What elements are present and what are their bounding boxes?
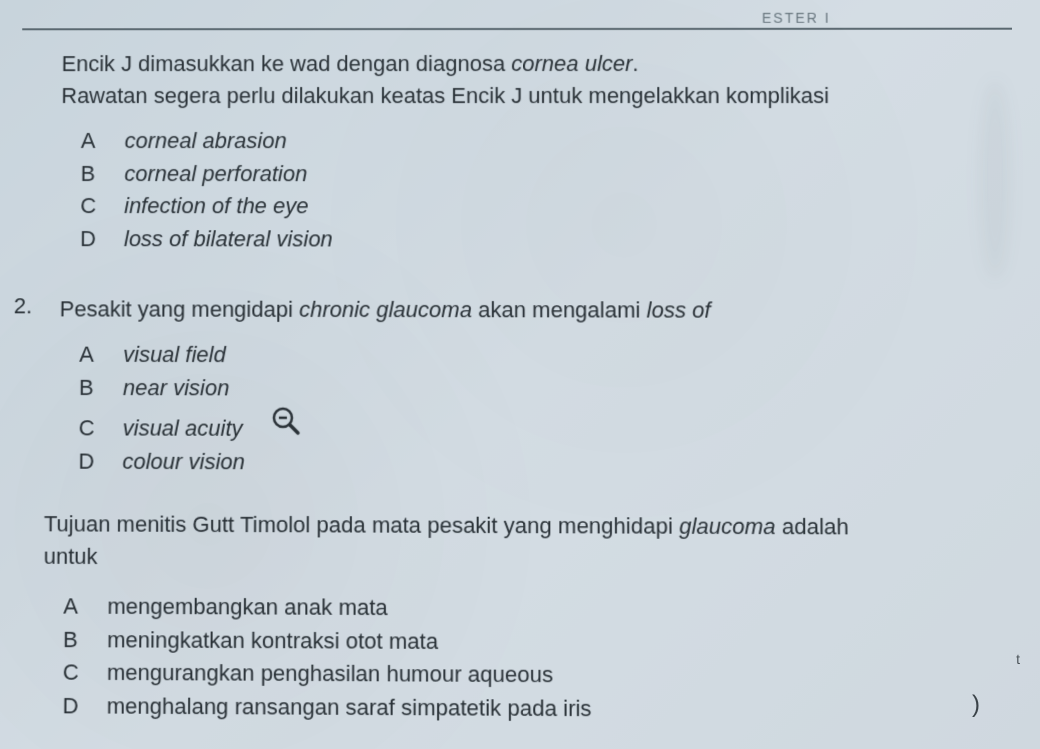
q3-option-a: A mengembangkan anak mata <box>63 591 1017 627</box>
option-text: corneal abrasion <box>125 126 287 157</box>
q2-italic1: chronic glaucoma <box>299 297 472 323</box>
q2-mid: akan mengalami <box>472 297 647 323</box>
magnifier-minus-icon <box>271 406 301 445</box>
option-letter: B <box>80 159 124 190</box>
q3-option-c: C mengurangkan penghasilan humour aqueou… <box>63 658 1018 694</box>
option-text: near vision <box>123 373 230 404</box>
header-rule <box>22 28 1012 31</box>
q1-line1-pre: Encik J dimasukkan ke wad dengan diagnos… <box>61 51 511 76</box>
option-text: menghalang ransangan saraf simpatetik pa… <box>107 691 592 725</box>
option-letter: B <box>79 372 123 403</box>
option-letter: C <box>63 658 107 690</box>
q3-pre: Tujuan menitis Gutt Timolol pada mata pe… <box>44 511 679 539</box>
option-text: visual acuity <box>123 414 243 445</box>
question-2: 2. Pesakit yang mengidapi chronic glauco… <box>18 293 1016 481</box>
option-text: mengurangkan penghasilan humour aqueous <box>107 658 553 692</box>
question-2-text: Pesakit yang mengidapi chronic glaucoma … <box>60 293 1015 327</box>
stray-char: t <box>1016 651 1020 667</box>
question-3-text: Tujuan menitis Gutt Timolol pada mata pe… <box>44 508 1017 577</box>
document-page: ESTER I Encik J dimasukkan ke wad dengan… <box>16 28 1018 728</box>
option-letter: B <box>63 624 107 656</box>
q2-option-d: D colour vision <box>78 447 1016 481</box>
option-letter: C <box>79 414 123 445</box>
option-letter: C <box>80 191 124 222</box>
q1-italic: cornea ulcer <box>511 51 632 76</box>
option-letter: D <box>80 224 124 255</box>
q1-option-b: B corneal perforation <box>80 159 1013 191</box>
q2-option-a: A visual field <box>79 339 1015 372</box>
stray-paren: ) <box>972 691 980 719</box>
question-1-options: A corneal abrasion B corneal perforation… <box>60 126 1014 257</box>
question-3-options: A mengembangkan anak mata B meningkatkan… <box>42 591 1018 728</box>
option-letter: A <box>81 126 125 157</box>
option-letter: A <box>63 591 107 622</box>
option-text: visual field <box>123 340 226 371</box>
option-letter: D <box>62 691 106 723</box>
q1-line1-post: . <box>633 51 639 76</box>
option-letter: D <box>78 447 122 478</box>
header-partial-text: ESTER I <box>762 10 831 26</box>
question-2-number: 2. <box>14 293 33 319</box>
q2-pre: Pesakit yang mengidapi <box>60 296 300 322</box>
question-1-text: Encik J dimasukkan ke wad dengan diagnos… <box>61 48 1013 112</box>
q3-option-b: B meningkatkan kontraksi otot mata <box>63 624 1018 660</box>
option-text: colour vision <box>122 447 245 479</box>
question-3: Tujuan menitis Gutt Timolol pada mata pe… <box>16 508 1018 728</box>
q1-option-c: C infection of the eye <box>80 191 1014 223</box>
question-1: Encik J dimasukkan ke wad dengan diagnos… <box>20 48 1014 257</box>
option-text: infection of the eye <box>124 191 308 222</box>
q2-italic2: loss of <box>647 297 711 322</box>
option-text: corneal perforation <box>124 159 307 190</box>
q3-option-d: D menghalang ransangan saraf simpatetik … <box>62 691 1018 728</box>
q1-line2: Rawatan segera perlu dilakukan keatas En… <box>61 83 829 108</box>
option-letter: A <box>79 339 123 370</box>
paper-smudge <box>980 80 1010 280</box>
q3-line2: untuk <box>44 543 98 569</box>
q2-option-b: B near vision <box>79 372 1015 406</box>
q1-option-a: A corneal abrasion <box>81 126 1013 157</box>
option-text: mengembangkan anak mata <box>107 591 387 624</box>
option-text: loss of bilateral vision <box>124 224 333 255</box>
q3-italic1: glaucoma <box>679 513 776 539</box>
q1-option-d: D loss of bilateral vision <box>80 224 1014 256</box>
question-2-options: A visual field B near vision C visual ac… <box>58 339 1016 481</box>
option-text: meningkatkan kontraksi otot mata <box>107 625 438 658</box>
q3-post: adalah <box>776 514 849 540</box>
q2-option-c: C visual acuity <box>79 406 1016 448</box>
